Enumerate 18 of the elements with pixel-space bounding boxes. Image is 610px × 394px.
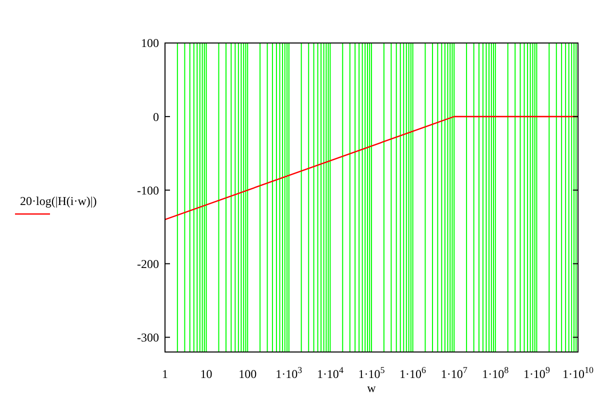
y-tick-label: 100 (141, 36, 159, 50)
x-tick-label: 1·10$^{3}$ (276, 365, 303, 381)
x-tick-label: 1·10$^{8}$ (482, 365, 510, 381)
y-tick-label: -100 (137, 183, 159, 198)
y-tick-label: -300 (137, 330, 159, 344)
x-tick-label: 1·10$^{4}$ (316, 365, 344, 381)
x-tick-label: 1 (162, 367, 168, 381)
x-tick-label: 1·10$^{7}$ (440, 365, 468, 381)
x-tick-label: 1·10$^{5}$ (358, 365, 386, 381)
y-tick-label: 0 (153, 110, 159, 124)
y-tick-label: -200 (137, 256, 159, 271)
x-tick-label: 1·10$^{6}$ (400, 365, 427, 381)
x-tick-label: 1·10$^{10}$ (562, 365, 594, 381)
x-tick-label: 1·10$^{9}$ (523, 365, 550, 381)
x-tick-label: 10 (200, 367, 212, 381)
x-tick-label: 100 (238, 367, 257, 381)
x-axis-title: w (367, 381, 376, 394)
text: 20·log(|H(i·w)|) (20, 194, 97, 208)
